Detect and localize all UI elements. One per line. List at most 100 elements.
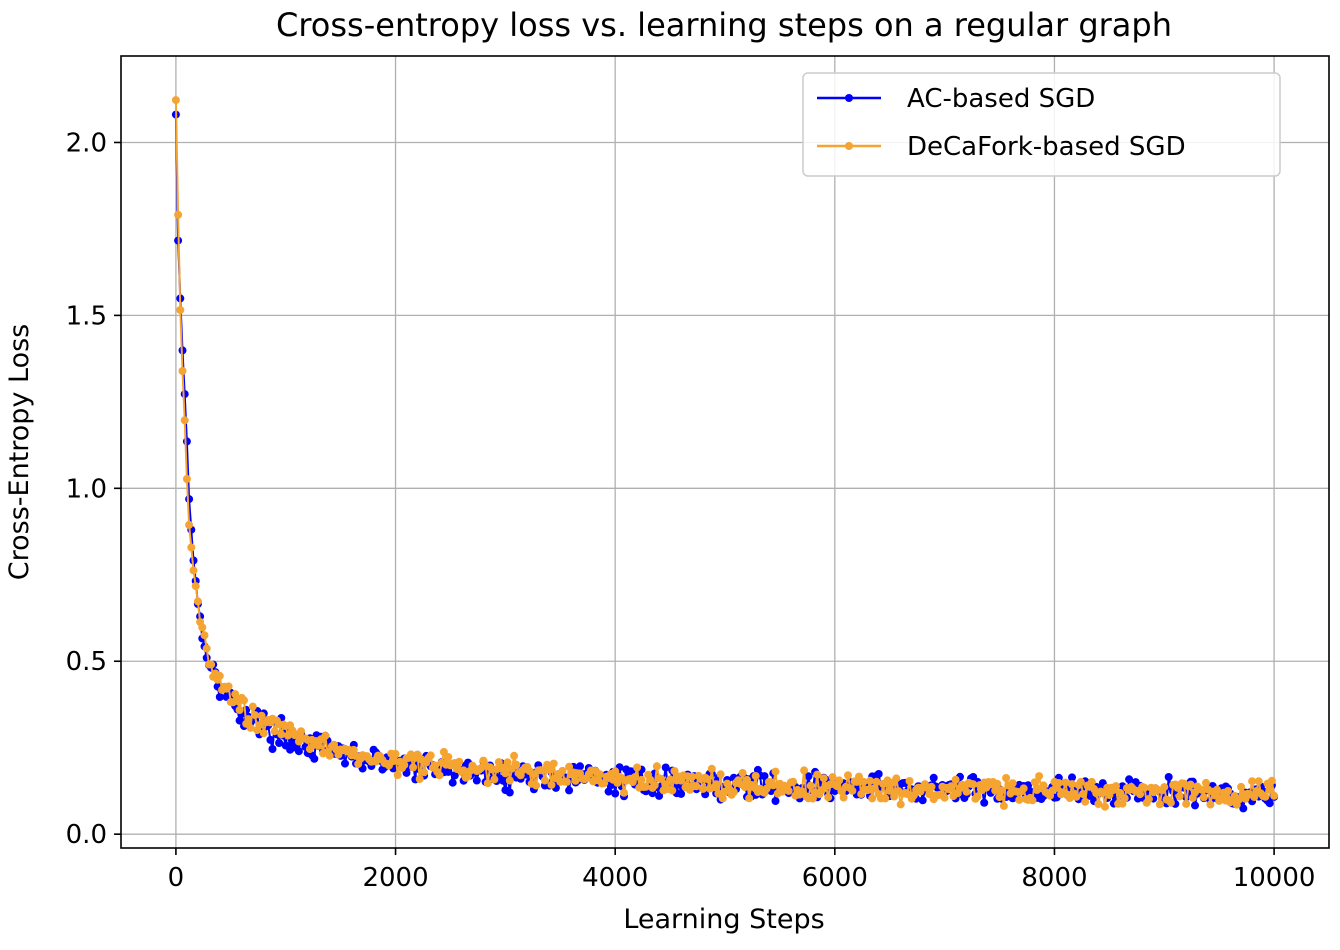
data-point [707, 764, 716, 773]
data-point [512, 760, 521, 769]
data-point [391, 749, 400, 758]
data-point [980, 798, 989, 807]
series-1 [171, 96, 1279, 811]
data-point [231, 690, 240, 699]
data-point [962, 787, 971, 796]
data-point [444, 767, 453, 776]
data-point [1140, 783, 1149, 792]
data-point [896, 800, 905, 809]
data-point [275, 739, 284, 747]
data-point [549, 759, 558, 768]
data-series [171, 96, 1279, 813]
y-tick-label: 1.5 [66, 301, 107, 331]
data-point [455, 757, 464, 766]
data-point [268, 745, 277, 753]
data-point [738, 769, 747, 777]
data-point [431, 761, 440, 770]
data-point [808, 794, 817, 803]
data-point [881, 794, 890, 803]
data-point [630, 773, 639, 782]
data-point [729, 788, 738, 797]
data-point [652, 762, 661, 771]
data-point [611, 789, 620, 798]
data-point [1087, 777, 1096, 786]
data-point [259, 729, 268, 738]
data-point [576, 762, 584, 771]
data-point [1039, 781, 1048, 790]
data-point [611, 767, 620, 776]
data-point [1008, 779, 1017, 788]
data-point [718, 794, 727, 803]
legend-marker-decafork [845, 142, 853, 150]
data-point [703, 775, 712, 784]
data-point [494, 758, 503, 767]
data-point [189, 566, 198, 575]
data-point [266, 735, 275, 744]
series-0 [171, 110, 1279, 813]
data-point [997, 786, 1006, 795]
data-point [800, 766, 809, 775]
data-point [246, 723, 255, 732]
data-point [1068, 773, 1076, 782]
data-point [235, 706, 244, 714]
data-point [804, 772, 813, 781]
data-point [1160, 783, 1169, 792]
y-tick-label: 0.0 [66, 820, 107, 850]
series-line [174, 100, 1276, 808]
data-point [995, 793, 1004, 802]
data-point [1028, 796, 1037, 805]
data-point [855, 772, 863, 781]
y-axis-ticks: 0.0 0.5 1.0 1.5 2.0 [66, 128, 121, 850]
data-point [448, 778, 457, 787]
data-point [1079, 790, 1087, 798]
data-point [745, 794, 754, 803]
data-point [193, 597, 202, 606]
data-point [459, 766, 468, 775]
data-point [1094, 800, 1103, 808]
data-point [973, 792, 982, 801]
data-point [885, 786, 894, 795]
data-point [277, 730, 286, 739]
data-point [1234, 795, 1243, 804]
data-point [503, 758, 512, 767]
data-point [294, 747, 303, 756]
data-point [1125, 775, 1134, 784]
data-point [505, 776, 514, 785]
data-point [297, 727, 306, 736]
data-point [499, 776, 508, 785]
data-point [657, 774, 666, 783]
data-point [661, 763, 670, 772]
x-tick-label: 6000 [802, 863, 868, 893]
data-point [409, 763, 418, 772]
data-point [174, 210, 183, 219]
data-point [604, 787, 613, 796]
x-axis-ticks: 0 2000 4000 6000 8000 10000 [168, 848, 1315, 893]
data-point [859, 777, 868, 786]
data-point [200, 631, 209, 640]
data-point [176, 306, 185, 314]
data-point [1186, 780, 1195, 789]
data-point [198, 623, 207, 632]
data-point [947, 782, 956, 791]
data-point [415, 775, 424, 783]
data-point [969, 780, 978, 789]
data-point [185, 495, 194, 504]
data-point [321, 731, 330, 740]
data-point [668, 786, 677, 795]
data-point [400, 760, 409, 769]
data-point [1076, 777, 1085, 786]
data-point [571, 776, 580, 785]
data-point [655, 791, 664, 800]
data-point [341, 759, 349, 768]
data-point [806, 781, 815, 790]
data-point [1081, 797, 1090, 806]
data-point [890, 792, 899, 801]
data-point [819, 774, 828, 783]
data-point [646, 775, 655, 784]
data-point [202, 644, 211, 653]
data-point [835, 776, 844, 785]
data-point [257, 711, 266, 720]
data-point [751, 772, 760, 780]
data-point [187, 543, 196, 552]
